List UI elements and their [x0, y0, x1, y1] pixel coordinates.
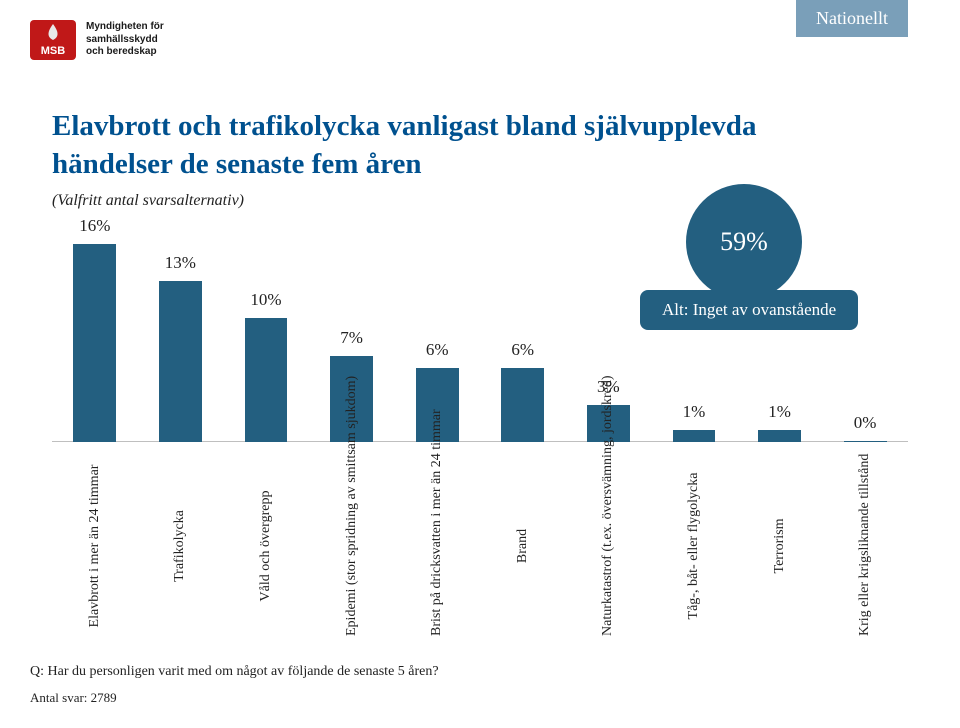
- x-label: Trafikolycka: [138, 448, 224, 638]
- x-axis-labels: Elavbrott i mer än 24 timmarTrafikolycka…: [52, 448, 908, 638]
- bar-value-label: 13%: [165, 253, 196, 273]
- x-label: Brand: [480, 448, 566, 638]
- page-title: Elavbrott och trafikolycka vanligast bla…: [52, 108, 760, 183]
- x-label: Elavbrott i mer än 24 timmar: [52, 448, 138, 638]
- context-badge: Nationellt: [796, 0, 908, 37]
- bar: 1%: [758, 430, 801, 442]
- bar: 1%: [673, 430, 716, 442]
- agency-line-1: Myndigheten för: [86, 21, 164, 34]
- bar: 13%: [159, 281, 202, 442]
- bar-value-label: 16%: [79, 216, 110, 236]
- bar: 16%: [73, 244, 116, 442]
- bar: 10%: [245, 318, 288, 442]
- x-label: Brist på dricksvatten i mer än 24 timmar: [394, 448, 480, 638]
- bar-slot: 1%: [737, 232, 823, 442]
- x-label: Epidemi (stor spridning av smittsam sjuk…: [309, 448, 395, 638]
- x-label: Terrorism: [737, 448, 823, 638]
- x-label: Krig eller krigsliknande tillstånd: [822, 448, 908, 638]
- x-label: Våld och övergrepp: [223, 448, 309, 638]
- bar-slot: 6%: [480, 232, 566, 442]
- page-subtitle: (Valfritt antal svarsalternativ): [52, 192, 244, 210]
- bar-value-label: 10%: [250, 290, 281, 310]
- bar-value-label: 1%: [768, 402, 791, 422]
- bar: 6%: [501, 368, 544, 442]
- bar-chart: 16%13%10%7%6%6%3%1%1%0% Elavbrott i mer …: [52, 232, 908, 638]
- msb-logo: MSB: [30, 20, 76, 60]
- x-label: Naturkatastrof (t.ex. översvämning, jord…: [566, 448, 652, 638]
- agency-line-2: samhällsskydd: [86, 34, 164, 47]
- svg-text:MSB: MSB: [41, 45, 66, 57]
- bar-value-label: 6%: [511, 340, 534, 360]
- x-label: Tåg-, båt- eller flygolycka: [651, 448, 737, 638]
- slide-page: MSB Myndigheten för samhällsskydd och be…: [0, 0, 960, 728]
- bar-value-label: 7%: [340, 328, 363, 348]
- bar-slot: 1%: [651, 232, 737, 442]
- bar-value-label: 0%: [854, 413, 877, 433]
- bar-slot: 16%: [52, 232, 138, 442]
- sample-size: Antal svar: 2789: [30, 690, 117, 706]
- bar: 0%: [844, 441, 887, 442]
- bar-slot: 0%: [822, 232, 908, 442]
- agency-name: Myndigheten för samhällsskydd och bereds…: [86, 21, 164, 59]
- bar-chart-plot: 16%13%10%7%6%6%3%1%1%0%: [52, 232, 908, 442]
- bar-slot: 13%: [138, 232, 224, 442]
- bars: 16%13%10%7%6%6%3%1%1%0%: [52, 232, 908, 442]
- header: MSB Myndigheten för samhällsskydd och be…: [30, 20, 164, 60]
- source-question: Q: Har du personligen varit med om något…: [30, 664, 439, 680]
- bar-slot: 10%: [223, 232, 309, 442]
- bar-value-label: 1%: [683, 402, 706, 422]
- bar-value-label: 6%: [426, 340, 449, 360]
- agency-line-3: och beredskap: [86, 46, 164, 59]
